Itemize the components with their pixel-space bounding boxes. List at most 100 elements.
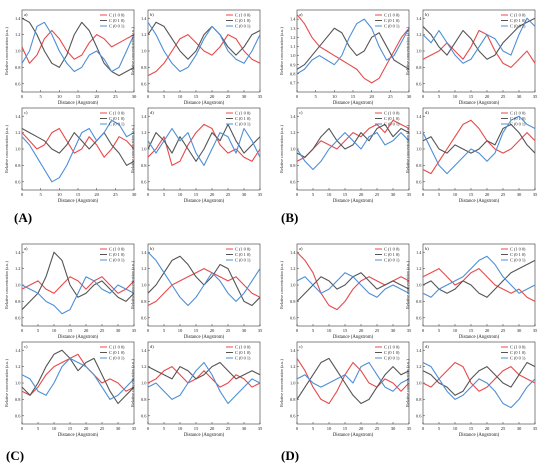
- panel-b-a: a) 0 5 10 15 20 25 30 0.7 0.8 0.9 1.0 1.1 1.2 1.3 1.4 Di…: [279, 9, 412, 106]
- panel-b-c-legend-label-1: C (0 1 0): [384, 116, 400, 121]
- panel-c-a-xtick-label-4: 20: [84, 328, 89, 333]
- panel-a-c-xtick-label-6: 30: [132, 192, 137, 197]
- panel-a-d-letter: d): [150, 110, 154, 115]
- panel-a-b-series-2: [148, 22, 260, 73]
- panel-d-a-xtick-label-3: 15: [343, 328, 348, 333]
- panel-c-c-series-0: [22, 353, 134, 396]
- panel-a-a-xtick-label-3: 15: [76, 94, 81, 99]
- panel-b-a-ytick-label-1: 0.8: [290, 71, 296, 76]
- panel-d-d-xtick-label-6: 30: [517, 426, 522, 431]
- panel-c-d-legend-label-1: C (0 1 0): [235, 350, 251, 355]
- panel-b-b-legend-label-1: C (0 1 0): [510, 18, 526, 23]
- panel-a-d-xtick-label-6: 30: [242, 192, 247, 197]
- panel-d-d-ytick-label-1: 0.8: [416, 397, 422, 402]
- panel-d-a-xlabel: Distance (Angstrom): [333, 335, 374, 340]
- panel-c-a-series-0: [22, 276, 134, 294]
- panel-c-b-ytick-label-4: 1.4: [141, 250, 147, 255]
- panel-b-b: b) 0 5 10 15 20 25 30 35 0.6 0.8 1.0 1.2 1.4 Distance …: [405, 9, 538, 106]
- panel-c-b-xtick-label-0: 0: [147, 328, 150, 333]
- panel-b-b-legend-label-2: C (0 0 1): [510, 24, 526, 29]
- panel-d-c-ytick-label-1: 0.8: [290, 397, 296, 402]
- panel-b-a-ytick-label-0: 0.7: [290, 80, 296, 85]
- panel-c-d-lines: [148, 361, 260, 405]
- panel-b-b-xtick-label-6: 30: [517, 94, 522, 99]
- panel-a-a-frame: [21, 9, 135, 93]
- panel-b-b-xtick-label-3: 15: [469, 94, 474, 99]
- panel-d-c: c) 0 5 10 15 20 25 30 35 0.6 0.8 1.0 1.2 1.4 Distance …: [279, 341, 412, 438]
- panel-a-d-legend-label-2: C (0 0 1): [235, 122, 251, 127]
- panel-c-a-xlabel: Distance (Angstrom): [58, 335, 99, 340]
- panel-b-c-xtick-label-2: 10: [327, 192, 332, 197]
- panel-a-d-series-1: [148, 123, 260, 162]
- panel-c-c-xlabel: Distance (Angstrom): [58, 433, 99, 438]
- panel-d-b-legend-label-2: C (0 0 1): [510, 258, 526, 263]
- panel-b-b-xlabel: Distance (Angstrom): [459, 101, 500, 106]
- panel-a-b-xtick-label-1: 5: [163, 94, 166, 99]
- panel-c-d-xtick-label-1: 5: [163, 426, 166, 431]
- panel-d-a-letter: a): [299, 246, 303, 251]
- panel-c-a-xtick-label-5: 25: [100, 328, 105, 333]
- panel-b-c-xtick-label-5: 25: [375, 192, 380, 197]
- panel-b-b-series-0: [423, 29, 535, 68]
- panel-a-d-series-0: [148, 123, 260, 166]
- panel-b-d-ytick-label-2: 1.0: [416, 147, 422, 152]
- panel-c-c-ytick-label-0: 0.6: [15, 413, 21, 418]
- panel-b-a-legend-label-0: C (1 0 0): [384, 13, 400, 18]
- panel-a-a-ylabel: Relative concentration (a.u.): [4, 27, 9, 75]
- panel-d-a-frame: [296, 243, 410, 327]
- panel-d-c-ytick-label-0: 0.6: [290, 413, 296, 418]
- panel-d-d-xlabel: Distance (Angstrom): [459, 433, 500, 438]
- panel-d-b-series-1: [423, 259, 535, 298]
- panel-c-b-xtick-label-3: 15: [194, 328, 199, 333]
- panel-d-a-lines: [297, 251, 409, 311]
- panel-d-d-legend-label-0: C (1 0 0): [510, 345, 526, 350]
- panel-d-d: d) 0 5 10 15 20 25 30 35 0.6 0.8 1.0 1.2 1.4 Distance …: [405, 341, 538, 438]
- panel-b-a-series-0: [297, 14, 409, 84]
- panel-b-b-legend-label-0: C (1 0 0): [510, 13, 526, 18]
- panel-d-c-series-0: [297, 358, 409, 405]
- panel-b-d-series-2: [423, 115, 535, 175]
- panel-c-c-ytick-label-4: 1.4: [15, 348, 21, 353]
- panel-d-c-letter: c): [299, 344, 303, 349]
- panel-b-d-xtick-label-0: 0: [422, 192, 425, 197]
- panel-a-c-xtick-label-0: 0: [21, 192, 24, 197]
- panel-c-d-xtick-label-5: 25: [226, 426, 231, 431]
- panel-c-a-ytick-label-4: 1.4: [15, 250, 21, 255]
- panel-b-d-xtick-label-1: 5: [438, 192, 441, 197]
- panel-a-d-xtick-label-0: 0: [147, 192, 150, 197]
- panel-a-d-ytick-label-4: 1.4: [141, 114, 147, 119]
- panel-d-b-ytick-label-4: 1.4: [416, 250, 422, 255]
- panel-b-a-lines: [297, 14, 409, 84]
- panel-d-a-xtick-label-1: 5: [312, 328, 315, 333]
- panel-c-c-legend-label-0: C (1 0 0): [109, 345, 125, 350]
- panel-d-a-xtick-label-5: 25: [375, 328, 380, 333]
- panel-c-d-xtick-label-6: 30: [242, 426, 247, 431]
- panel-b-a-ytick-label-6: 1.3: [290, 26, 296, 31]
- panel-a-c-ytick-label-4: 1.4: [15, 114, 21, 119]
- panel-c-a-legend-label-1: C (0 1 0): [109, 252, 125, 257]
- panel-b-d-xtick-label-3: 15: [469, 192, 474, 197]
- panel-d-c-xtick-label-6: 30: [391, 426, 396, 431]
- panel-c-d: d) 0 5 10 15 20 25 30 35 0.6 0.8 1.0 1.2 1.4 Distance …: [130, 341, 263, 438]
- panel-c-c-ytick-label-1: 0.8: [15, 397, 21, 402]
- panel-a-a-legend-label-2: C (0 0 1): [109, 24, 125, 29]
- panel-b-c-ytick-label-4: 1.4: [290, 114, 296, 119]
- panel-a-c-xtick-label-3: 15: [76, 192, 81, 197]
- panel-a-b-letter: b): [150, 12, 154, 17]
- panel-c-b-xtick-label-6: 30: [242, 328, 247, 333]
- panel-c-d-xlabel: Distance (Angstrom): [184, 433, 225, 438]
- panel-a-d-xtick-label-5: 25: [226, 192, 231, 197]
- panel-a-d-xtick-label-3: 15: [194, 192, 199, 197]
- panel-c-d-ylabel: Relative concentration (a.u.): [130, 359, 135, 407]
- panel-c-c-xtick-label-1: 5: [37, 426, 40, 431]
- panel-a-a-legend-label-0: C (1 0 0): [109, 13, 125, 18]
- panel-d-c-ytick-label-2: 1.0: [290, 381, 296, 386]
- panel-b-d-ytick-label-1: 0.8: [416, 163, 422, 168]
- panel-a-d-legend-label-1: C (0 1 0): [235, 116, 251, 121]
- panel-d-b-xtick-label-3: 15: [469, 328, 474, 333]
- panel-d-c-xtick-label-7: 35: [407, 426, 412, 431]
- panel-c-c-legend-label-1: C (0 1 0): [109, 350, 125, 355]
- panel-c-a: a) 0 5 10 15 20 25 30 35 0.6 0.8 1.0 1.2 1.4 Distance …: [4, 243, 137, 340]
- panel-a-a-ytick-label-1: 0.8: [15, 65, 21, 70]
- panel-d-b-ytick-label-2: 1.0: [416, 283, 422, 288]
